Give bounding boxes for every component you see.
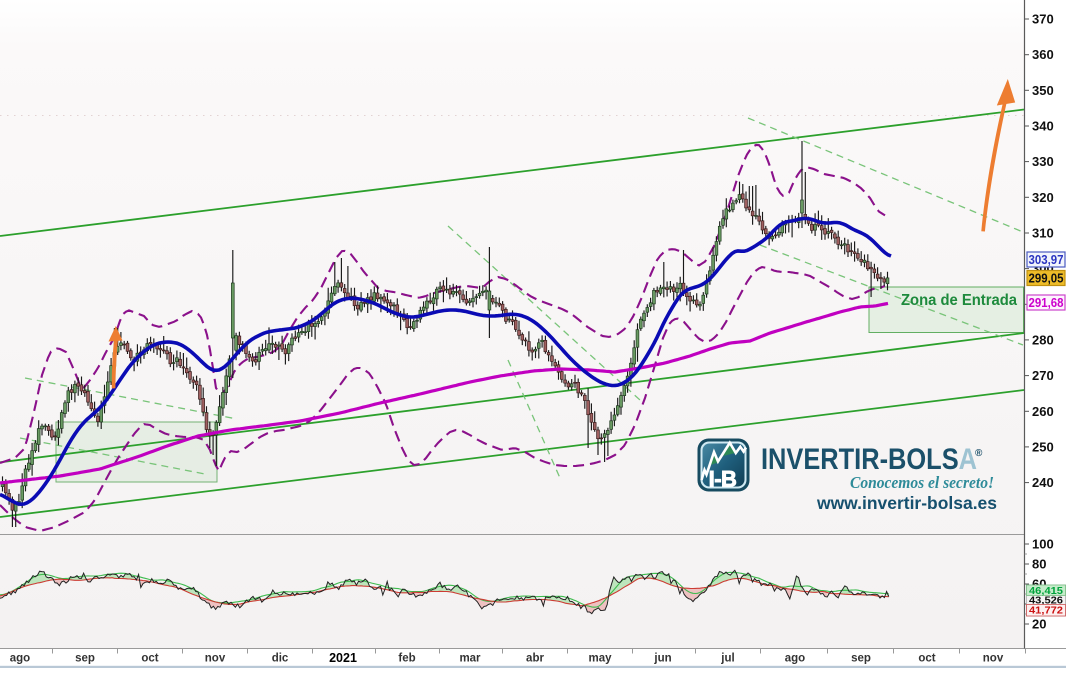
svg-text:oct: oct — [918, 653, 935, 665]
svg-text:Conocemos el secreto!: Conocemos el secreto! — [850, 473, 994, 492]
svg-text:®: ® — [975, 448, 983, 459]
svg-text:270: 270 — [1032, 368, 1054, 383]
svg-text:250: 250 — [1032, 439, 1054, 454]
svg-text:46,415: 46,415 — [1029, 586, 1063, 597]
svg-text:www.invertir-bolsa.es: www.invertir-bolsa.es — [816, 493, 997, 513]
svg-text:INVERTIR-BOLSA: INVERTIR-BOLSA — [761, 443, 977, 476]
svg-text:Zona de Entrada: Zona de Entrada — [901, 292, 1017, 309]
svg-text:340: 340 — [1032, 119, 1054, 134]
svg-text:260: 260 — [1032, 404, 1054, 419]
svg-text:abr: abr — [526, 653, 544, 665]
svg-text:mar: mar — [459, 653, 481, 665]
svg-text:330: 330 — [1032, 154, 1054, 169]
svg-text:2021: 2021 — [329, 651, 357, 665]
svg-text:310: 310 — [1032, 226, 1054, 241]
svg-text:oct: oct — [141, 653, 158, 665]
svg-text:ago: ago — [785, 653, 805, 665]
svg-text:may: may — [588, 653, 612, 665]
svg-text:41,772: 41,772 — [1029, 606, 1063, 617]
svg-text:320: 320 — [1032, 190, 1054, 205]
svg-text:sep: sep — [75, 653, 95, 665]
svg-text:jun: jun — [653, 653, 671, 665]
svg-text:43,526: 43,526 — [1029, 596, 1063, 607]
svg-text:370: 370 — [1032, 12, 1054, 27]
svg-text:80: 80 — [1032, 557, 1046, 572]
svg-text:feb: feb — [398, 653, 415, 665]
svg-text:350: 350 — [1032, 83, 1054, 98]
svg-text:I-B: I-B — [709, 467, 737, 492]
svg-text:240: 240 — [1032, 475, 1054, 490]
svg-text:291,68: 291,68 — [1029, 296, 1064, 310]
svg-text:360: 360 — [1032, 47, 1054, 62]
svg-text:20: 20 — [1032, 617, 1046, 632]
svg-text:sep: sep — [851, 653, 871, 665]
svg-text:ago: ago — [10, 653, 30, 665]
svg-text:nov: nov — [205, 653, 226, 665]
svg-text:299,05: 299,05 — [1029, 272, 1064, 286]
svg-text:jul: jul — [720, 653, 734, 665]
svg-text:dic: dic — [272, 653, 289, 665]
svg-text:280: 280 — [1032, 332, 1054, 347]
svg-text:303,97: 303,97 — [1029, 253, 1064, 267]
svg-text:nov: nov — [983, 653, 1004, 665]
svg-text:100: 100 — [1032, 537, 1054, 552]
